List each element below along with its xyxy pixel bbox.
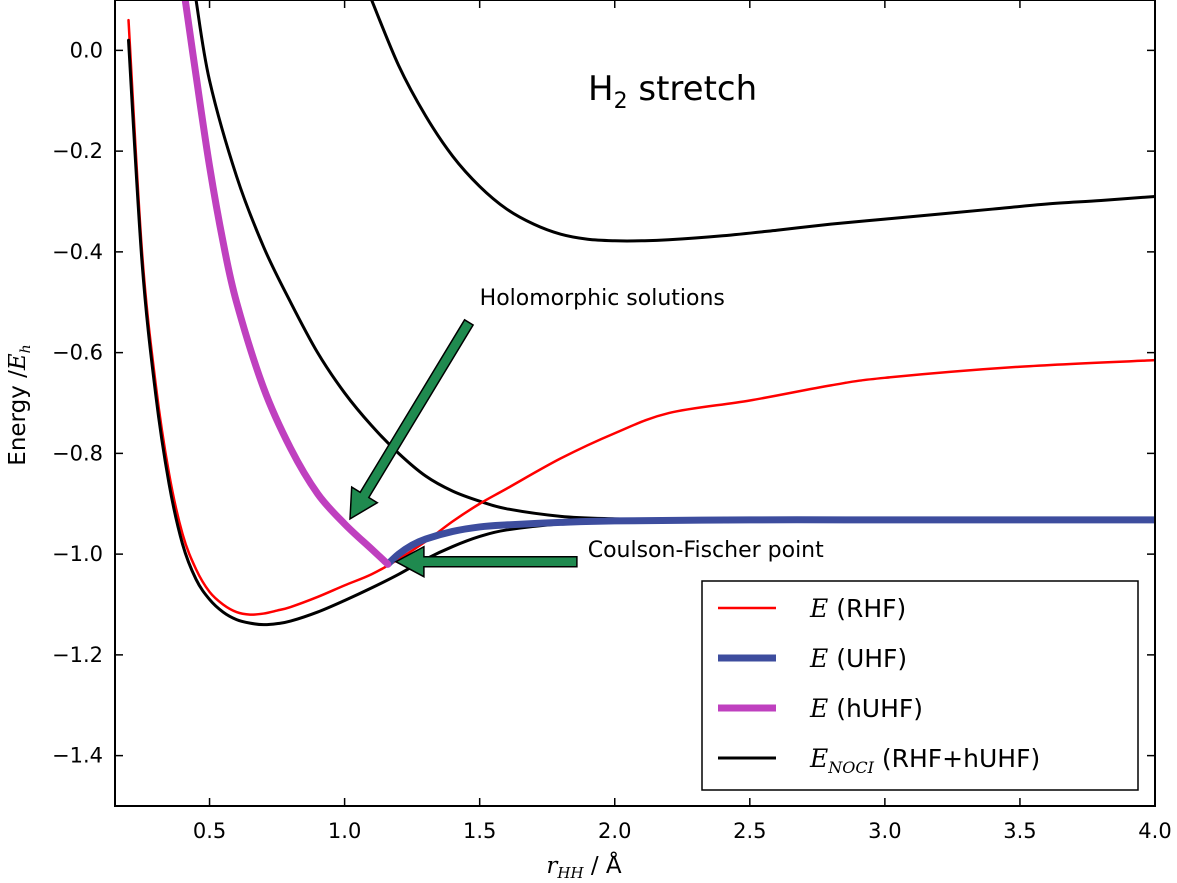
y-tick-label: −1.0	[52, 542, 103, 566]
series-lines	[127, 0, 1155, 627]
y-tick-label: −1.4	[52, 744, 103, 768]
series-line-huhf	[181, 0, 392, 568]
x-tick-label: 4.0	[1138, 819, 1171, 843]
annotation-arrow	[349, 318, 475, 521]
plot-frame	[114, 0, 1156, 807]
y-tick-label: −0.4	[52, 240, 103, 264]
annotations: Holomorphic solutions Coulson-Fischer poi…	[349, 286, 824, 578]
x-tick-label: 1.5	[463, 819, 496, 843]
y-tick-label: −0.2	[52, 139, 103, 163]
annotation-label: Coulson-Fischer point	[588, 538, 824, 563]
annotation-arrow	[394, 545, 578, 578]
legend: E (RHF) E (UHF) E (hUHF) ENOCI (RHF+hUHF…	[701, 580, 1139, 791]
legend-label-rhf: E (RHF)	[809, 594, 906, 623]
series-line-rhf	[127, 18, 1155, 616]
y-tick-label: 0.0	[70, 38, 103, 62]
x-tick-label: 0.5	[193, 819, 226, 843]
x-tick-label: 1.0	[328, 819, 361, 843]
y-tick-label: −1.2	[52, 643, 103, 667]
legend-label-huhf: E (hUHF)	[809, 694, 923, 723]
series-line-noci-excited	[370, 0, 1155, 243]
series-line-uhf	[384, 516, 1155, 568]
chart-title: H2 stretch	[588, 69, 757, 114]
x-tick-label: 3.0	[868, 819, 901, 843]
annotation-label: Holomorphic solutions	[480, 286, 725, 311]
x-tick-label: 3.5	[1003, 819, 1036, 843]
legend-label-uhf: E (UHF)	[809, 644, 907, 673]
legend-label-noci: ENOCI (RHF+hUHF)	[809, 744, 1040, 777]
x-axis-label: rHH / Å	[546, 851, 622, 882]
y-tick-label: −0.8	[52, 441, 103, 465]
x-tick-label: 2.0	[598, 819, 631, 843]
y-tick-label: −0.6	[52, 341, 103, 365]
legend-box	[701, 580, 1139, 791]
y-axis-label: Energy /Eh	[5, 344, 34, 465]
axis-ticks: 0.5 1.0 1.5 2.0 2.5 3.0 3.5 4.0 0.0 −0.2 −0.4 −0.6 −…	[52, 0, 1172, 843]
x-tick-label: 2.5	[733, 819, 766, 843]
